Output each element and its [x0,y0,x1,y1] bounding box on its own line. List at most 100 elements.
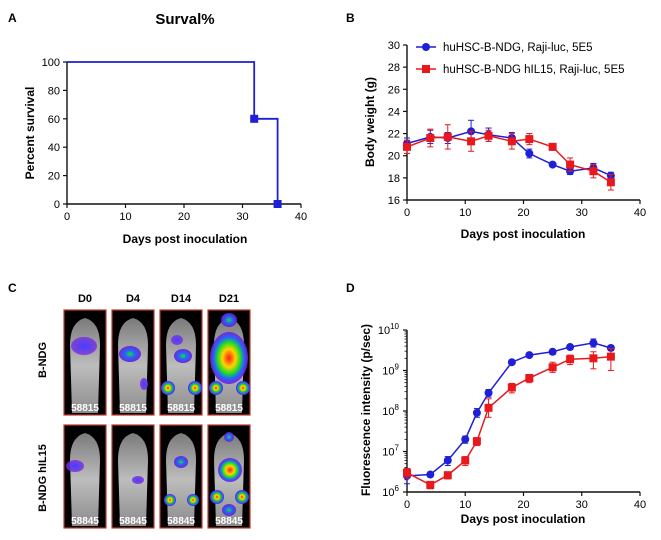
y-tick-label: 109 [382,363,399,378]
data-point-circle [548,347,557,356]
y-axis-title: Fluorescence intensity (p/sec) [359,324,373,496]
x-tick-label: 0 [404,207,410,219]
mouse-id-label: 58845 [215,516,243,527]
mouse-image: 58845 [159,424,203,529]
body-weight-chart: 0 10 20 30 40 16 18 20 22 24 26 28 30 Days post inoc… [363,40,646,241]
timepoint-label: D4 [126,293,141,305]
data-point-square [525,135,534,144]
fluorescence-chart: 0 10 20 30 40 106 107 108 109 1010 Days post inoc… [359,322,646,526]
y-tick-label: 20 [48,171,60,183]
y-tick-label: 60 [48,114,60,126]
fluorescence-axes: 0 10 20 30 40 106 107 108 109 1010 [378,322,646,511]
y-tick-label: 30 [388,40,400,52]
mouse-image: 58815 [111,309,155,416]
y-tick-label: 108 [382,403,399,418]
x-tick-label: 20 [517,499,529,511]
y-tick-label: 16 [388,195,400,207]
legend-marker-square [422,65,430,73]
data-point-circle [472,408,481,417]
x-tick-label: 10 [459,207,471,219]
fluorescence-marks [403,338,615,490]
mouse-image: 58845 [63,424,107,529]
x-tick-label: 10 [459,499,471,511]
data-point-square [484,403,493,412]
x-tick-label: 0 [404,499,410,511]
data-point-circle [525,149,534,158]
y-tick-label: 24 [388,106,400,118]
y-tick-label: 22 [388,129,400,141]
panel-letter-a: A [8,11,17,25]
x-tick-label: 40 [634,207,646,219]
legend-label: huHSC-B-NDG, Raji-luc, 5E5 [443,42,593,54]
y-tick-label: 1010 [378,322,400,337]
timepoint-label: D21 [219,293,239,305]
x-tick-label: 40 [295,211,307,223]
mouse-image: 58815 [63,309,107,416]
y-axis-title: Body weight (g) [363,77,377,167]
x-tick-label: 0 [64,211,70,223]
legend-label: huHSC-B-NDG hIL15, Raji-luc, 5E5 [443,64,625,76]
chart-title: Surval% [155,11,214,28]
data-point-square [606,352,615,361]
mouse-id-label: 58845 [119,516,147,527]
data-point-circle [589,338,598,347]
x-tick-label: 30 [236,211,248,223]
x-axis-title: Days post inoculation [461,227,586,241]
x-axis-title: Days post inoculation [123,232,248,246]
mouse-id-label: 58815 [71,403,99,414]
y-tick-label: 100 [42,57,60,69]
y-axis-title: Percent survival [23,87,37,180]
data-point-circle [443,456,452,465]
legend: huHSC-B-NDG, Raji-luc, 5E5 huHSC-B-NDG h… [416,42,625,76]
body-weight-axes: 0 10 20 30 40 16 18 20 22 24 26 28 30 [388,40,646,219]
group-label: B-NDG [37,342,49,378]
data-point-square [606,178,615,187]
group-label: B-NDG hIL15 [37,444,49,512]
data-point-square [461,456,470,465]
data-point-square [589,167,598,176]
body-weight-marks [403,119,615,191]
panel-letter-c: C [8,281,17,295]
x-tick-label: 40 [634,499,646,511]
data-point-square [589,354,598,363]
data-point-square [403,468,411,477]
mouse-id-label: 58815 [167,403,195,414]
mouse-image: 58845 [207,424,251,529]
data-point-circle [426,470,435,479]
mouse-id-label: 58815 [215,403,243,414]
data-point-square [548,142,557,151]
y-tick-label: 80 [48,85,60,97]
mouse-image: 58815 [207,309,251,416]
timepoint-label: D14 [171,293,192,305]
survival-step-line [67,61,279,204]
data-point-circle [566,343,575,352]
data-point-square [443,471,452,480]
mouse-image: 58845 [111,424,155,529]
censor-marker [250,114,259,123]
survival-marks [67,61,282,208]
mouse-id-label: 58845 [167,516,195,527]
mouse-id-label: 58815 [119,403,147,414]
data-point-square [403,142,411,151]
y-tick-label: 0 [54,199,60,211]
censor-marker [273,200,282,208]
panel-letter-d: D [346,281,355,295]
data-point-square [566,160,575,169]
y-tick-label: 40 [48,142,60,154]
data-point-square [484,131,493,140]
data-point-square [566,355,575,364]
y-tick-label: 18 [388,173,400,185]
x-tick-label: 30 [576,207,588,219]
y-tick-label: 106 [382,484,399,499]
y-tick-label: 20 [388,151,400,163]
data-point-circle [525,351,534,360]
timepoint-label: D0 [78,293,92,305]
bioluminescence-imaging-panel: D0 D4 D14 D21 B-NDG B-NDG hIL15 58815 58… [37,293,251,529]
data-point-square [548,363,557,372]
survival-chart: Surval% 0 10 20 30 40 0 20 40 60 80 100 Days post … [23,11,307,246]
data-point-circle [484,388,493,397]
y-tick-label: 28 [388,62,400,74]
data-point-square [525,374,534,383]
data-point-square [507,383,516,392]
data-point-circle [507,358,516,367]
